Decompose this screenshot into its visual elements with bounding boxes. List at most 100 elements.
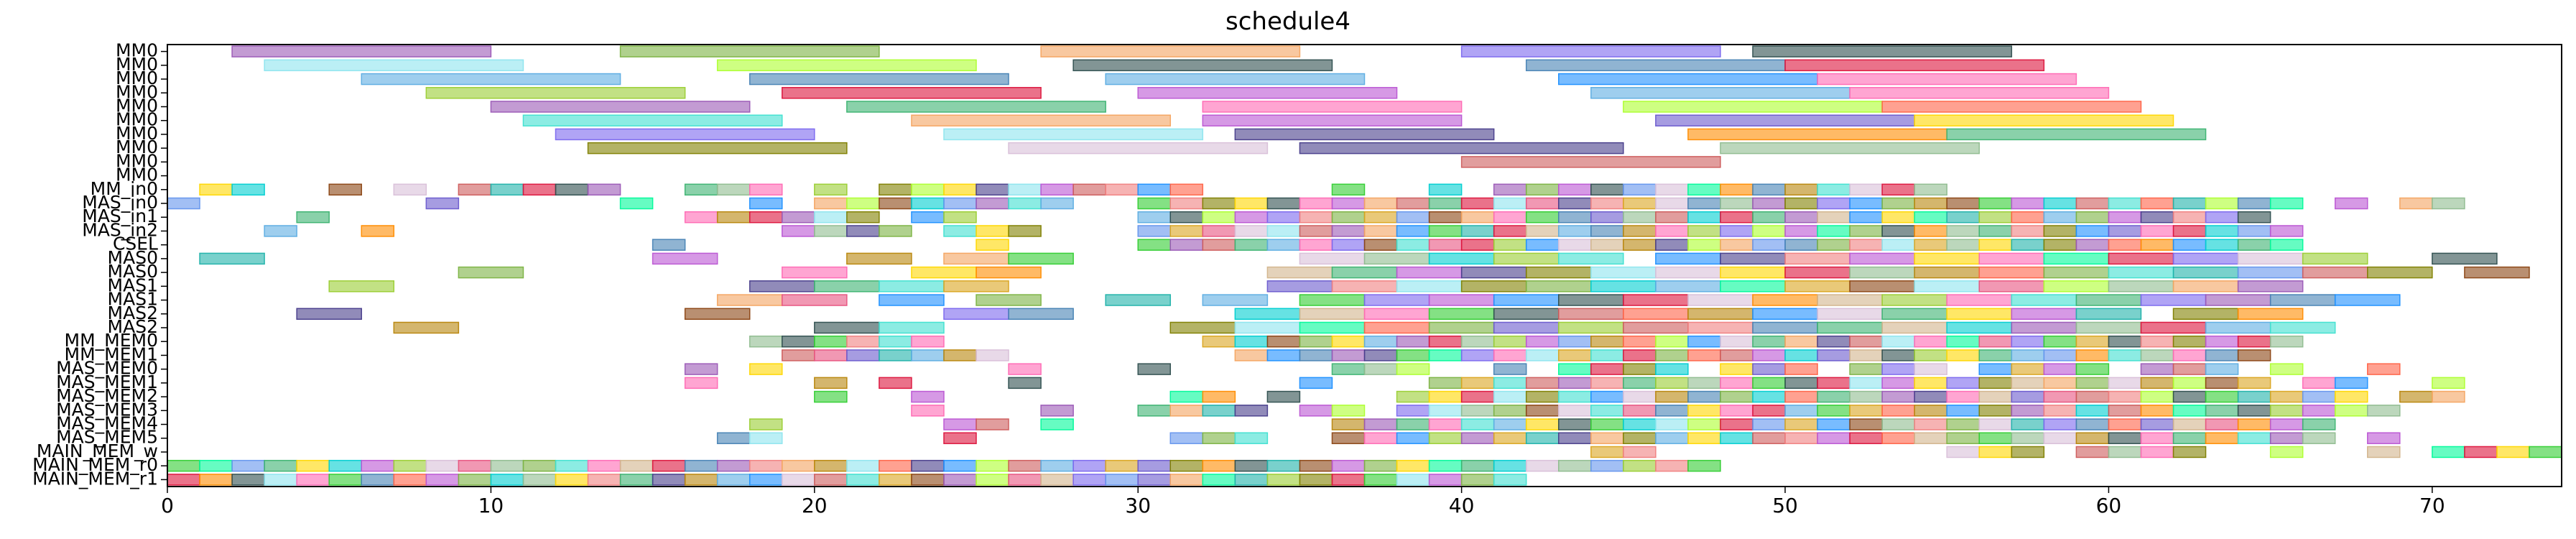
- task-bar: [1655, 432, 1689, 444]
- task-bar: [1849, 252, 1915, 265]
- task-bar: [2108, 239, 2142, 251]
- task-bar: [1266, 280, 1333, 292]
- task-bar: [1234, 405, 1269, 417]
- task-bar: [1849, 432, 1883, 444]
- task-bar: [458, 474, 492, 486]
- task-bar: [1460, 266, 1527, 279]
- task-bar: [1428, 474, 1463, 486]
- task-bar: [782, 266, 848, 279]
- task-bar: [1687, 377, 1721, 390]
- task-bar: [1493, 377, 1527, 390]
- task-bar: [749, 459, 783, 472]
- task-bar: [2334, 294, 2401, 306]
- task-bar: [1946, 308, 2013, 321]
- task-bar: [1428, 321, 1495, 334]
- task-bar: [1363, 335, 1398, 348]
- task-bar: [2043, 349, 2077, 361]
- task-bar: [1849, 225, 1883, 237]
- task-bar: [716, 59, 977, 72]
- task-bar: [1040, 405, 1074, 417]
- task-bar: [619, 474, 654, 486]
- task-bar: [1299, 142, 1624, 155]
- task-bar: [167, 459, 200, 472]
- task-bar: [1363, 459, 1398, 472]
- task-bar: [1137, 405, 1172, 417]
- task-bar: [1849, 405, 1883, 417]
- task-bar: [2108, 225, 2142, 237]
- task-bar: [1525, 405, 1560, 417]
- task-bar: [2140, 197, 2174, 210]
- task-bar: [814, 211, 848, 224]
- task-bar: [2237, 432, 2271, 444]
- task-bar: [1655, 197, 1689, 210]
- y-tick-label: MAS_MEM5: [56, 427, 158, 448]
- task-bar: [1234, 474, 1269, 486]
- task-bar: [1752, 294, 1818, 306]
- task-bar: [2011, 349, 2045, 361]
- task-bar: [2205, 363, 2239, 375]
- task-bar: [328, 459, 362, 472]
- task-bar: [1655, 183, 1689, 196]
- task-bar: [1299, 308, 1366, 321]
- task-bar: [976, 266, 1042, 279]
- task-bar: [1623, 390, 1657, 403]
- task-bar: [1720, 239, 1753, 251]
- task-bar: [1849, 377, 1883, 390]
- task-bar: [1623, 197, 1657, 210]
- task-bar: [1428, 459, 1463, 472]
- task-bar: [879, 225, 912, 237]
- task-bar: [1720, 211, 1753, 224]
- task-bar: [1849, 183, 1883, 196]
- task-bar: [361, 474, 395, 486]
- task-bar: [2075, 321, 2142, 334]
- task-bar: [1623, 225, 1657, 237]
- task-bar: [1623, 405, 1657, 417]
- task-bar: [1752, 183, 1786, 196]
- task-bar: [2140, 349, 2174, 361]
- y-tick-label: MM_in0: [91, 178, 158, 199]
- task-bar: [2237, 308, 2304, 321]
- task-bar: [2172, 335, 2207, 348]
- task-bar: [1881, 405, 1915, 417]
- task-bar: [1752, 349, 1786, 361]
- task-bar: [2011, 363, 2045, 375]
- task-bar: [1396, 474, 1430, 486]
- task-bar: [1687, 183, 1721, 196]
- task-bar: [1363, 363, 1398, 375]
- task-bar: [1817, 73, 2077, 86]
- task-bar: [1557, 252, 1624, 265]
- y-tick-label: MM0: [116, 165, 158, 185]
- task-bar: [1849, 335, 1883, 348]
- task-bar: [2172, 405, 2207, 417]
- task-bar: [458, 266, 524, 279]
- task-bar: [943, 459, 977, 472]
- task-bar: [555, 459, 589, 472]
- task-bar: [2108, 252, 2174, 265]
- task-bar: [2237, 266, 2304, 279]
- task-bar: [1396, 459, 1430, 472]
- task-bar: [1396, 432, 1430, 444]
- task-bar: [1460, 225, 1495, 237]
- task-bar: [1817, 349, 1850, 361]
- task-bar: [1460, 335, 1495, 348]
- task-bar: [716, 211, 751, 224]
- task-bar: [1493, 211, 1527, 224]
- y-tick-label: MM0: [116, 109, 158, 130]
- task-bar: [1331, 432, 1366, 444]
- task-bar: [1363, 225, 1398, 237]
- task-bar: [522, 183, 557, 196]
- task-bar: [1946, 349, 1980, 361]
- task-bar: [1525, 225, 1560, 237]
- task-bar: [1687, 321, 1753, 334]
- task-bar: [2172, 239, 2207, 251]
- task-bar: [1752, 211, 1786, 224]
- task-bar: [1914, 197, 1947, 210]
- task-bar: [2529, 446, 2562, 459]
- task-bar: [2172, 225, 2207, 237]
- task-bar: [1299, 225, 1333, 237]
- task-bar: [943, 418, 977, 430]
- task-bar: [458, 183, 492, 196]
- task-bar: [2334, 377, 2368, 390]
- task-bar: [814, 390, 848, 403]
- task-bar: [2011, 377, 2045, 390]
